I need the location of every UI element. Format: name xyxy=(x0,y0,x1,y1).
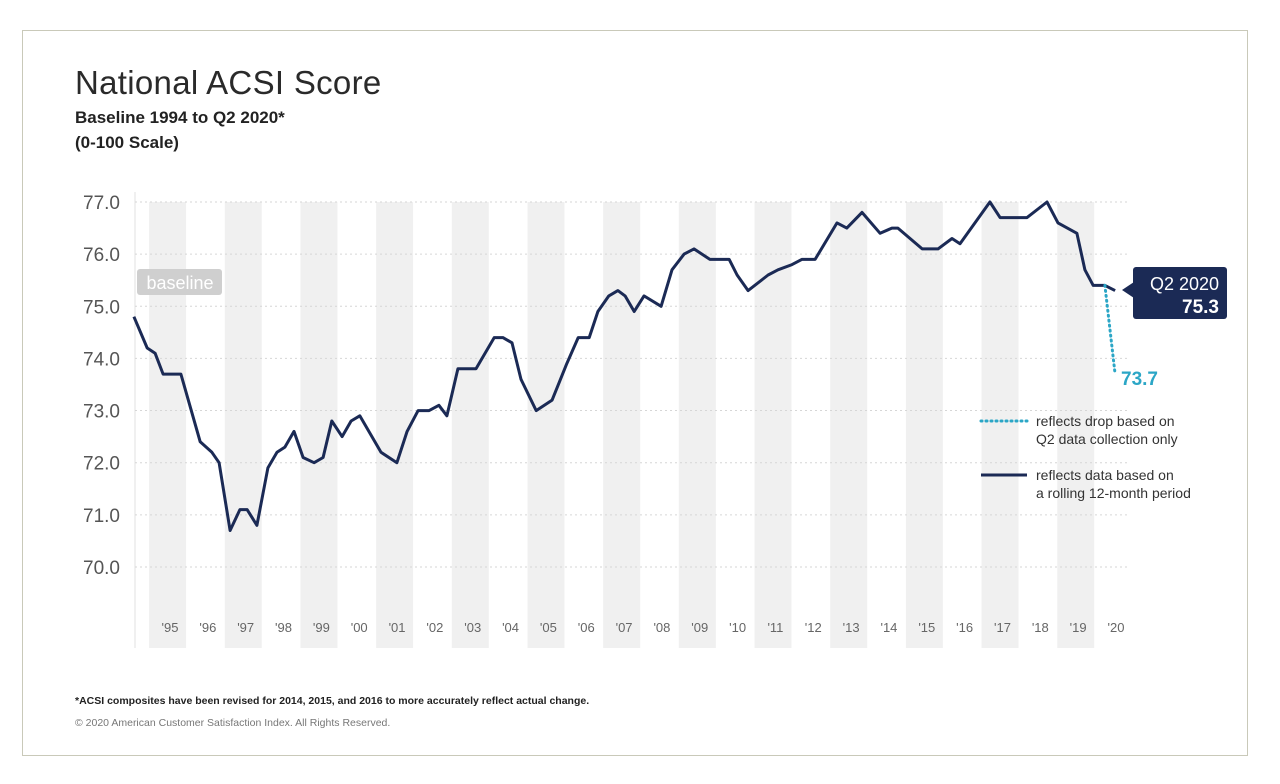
x-tick-label: '09 xyxy=(691,620,708,635)
q2-drop-line xyxy=(1103,283,1117,376)
x-tick-label: '95 xyxy=(162,620,179,635)
callout-pointer xyxy=(1122,282,1134,298)
x-tick-label: '03 xyxy=(464,620,481,635)
year-band xyxy=(527,202,565,648)
x-tick-label: '14 xyxy=(880,620,897,635)
chart-scale-note: (0-100 Scale) xyxy=(75,133,179,152)
y-tick-label: 75.0 xyxy=(83,297,120,318)
callout-box xyxy=(1133,267,1227,319)
x-tick-label: '99 xyxy=(313,620,330,635)
chart-frame xyxy=(22,30,1248,756)
x-tick-label: '97 xyxy=(237,620,254,635)
y-tick-label: 76.0 xyxy=(83,245,120,266)
x-tick-label: '07 xyxy=(616,620,633,635)
year-band xyxy=(905,202,943,648)
year-band xyxy=(981,202,1019,648)
baseline-label: baseline xyxy=(146,273,213,293)
x-tick-label: '17 xyxy=(994,620,1011,635)
y-tick-label: 77.0 xyxy=(83,193,120,214)
x-tick-label: '02 xyxy=(426,620,443,635)
drop-value-label: 73.7 xyxy=(1121,369,1158,390)
x-tick-label: '16 xyxy=(956,620,973,635)
year-band xyxy=(224,202,262,648)
callout-period: Q2 2020 xyxy=(1150,274,1219,294)
x-tick-label: '13 xyxy=(843,620,860,635)
x-tick-label: '96 xyxy=(199,620,216,635)
acsi-score-line xyxy=(132,200,1116,532)
x-tick-label: '15 xyxy=(918,620,935,635)
y-tick-label: 71.0 xyxy=(83,506,120,527)
callout-value: 75.3 xyxy=(1182,297,1219,318)
x-tick-label: '10 xyxy=(729,620,746,635)
y-tick-label: 72.0 xyxy=(83,454,120,475)
year-band xyxy=(149,202,187,648)
x-tick-label: '04 xyxy=(502,620,519,635)
y-tick-label: 73.0 xyxy=(83,402,120,423)
x-tick-label: '05 xyxy=(540,620,557,635)
x-tick-label: '08 xyxy=(653,620,670,635)
x-tick-label: '01 xyxy=(389,620,406,635)
x-tick-label: '12 xyxy=(805,620,822,635)
y-tick-label: 70.0 xyxy=(83,558,120,579)
x-tick-label: '98 xyxy=(275,620,292,635)
baseline-label-box xyxy=(137,269,222,295)
x-tick-label: '06 xyxy=(578,620,595,635)
year-band xyxy=(754,202,792,648)
year-band xyxy=(603,202,641,648)
year-band xyxy=(451,202,489,648)
year-band xyxy=(376,202,414,648)
legend-label: reflects data based on xyxy=(1036,467,1174,483)
footnote: *ACSI composites have been revised for 2… xyxy=(75,695,590,707)
year-band xyxy=(678,202,716,648)
legend-label: a rolling 12-month period xyxy=(1036,485,1191,501)
y-tick-label: 74.0 xyxy=(83,349,120,370)
legend-label: reflects drop based on xyxy=(1036,413,1175,429)
year-band xyxy=(830,202,868,648)
copyright: © 2020 American Customer Satisfaction In… xyxy=(75,717,391,729)
x-tick-label: '11 xyxy=(767,620,783,635)
x-tick-label: '00 xyxy=(351,620,368,635)
chart-subtitle: Baseline 1994 to Q2 2020* xyxy=(75,108,285,127)
x-tick-label: '19 xyxy=(1070,620,1087,635)
chart-title: National ACSI Score xyxy=(75,64,382,101)
legend-label: Q2 data collection only xyxy=(1036,431,1178,447)
x-tick-label: '18 xyxy=(1032,620,1049,635)
x-tick-label: '20 xyxy=(1108,620,1125,635)
